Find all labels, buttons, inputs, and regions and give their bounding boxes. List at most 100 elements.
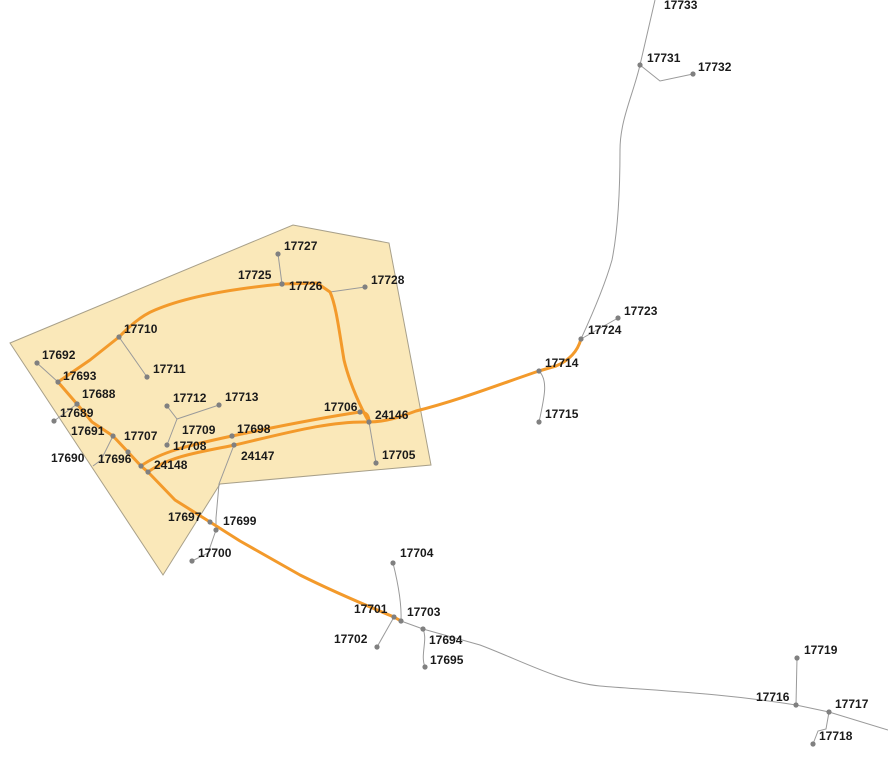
node-17711[interactable]: 17711 [144, 362, 186, 380]
node-dot[interactable] [690, 71, 696, 77]
node-dot[interactable] [216, 402, 222, 408]
node-label: 17694 [429, 633, 463, 647]
node-dot[interactable] [536, 368, 542, 374]
node-dot[interactable] [362, 284, 368, 290]
node-17714[interactable]: 17714 [536, 356, 579, 374]
node-label: 17733 [664, 0, 698, 12]
highlighted-path-segment[interactable] [139, 410, 371, 468]
node-dot[interactable] [213, 527, 219, 533]
node-17694[interactable]: 17694 [420, 626, 463, 647]
node-dot[interactable] [637, 62, 643, 68]
node-dot[interactable] [794, 655, 800, 661]
node-17691[interactable]: 17691 [71, 424, 116, 439]
node-17710[interactable]: 17710 [116, 322, 158, 340]
node-dot[interactable] [422, 664, 428, 670]
node-dot[interactable] [125, 449, 131, 455]
node-dot[interactable] [536, 419, 542, 425]
network-line [580, 0, 656, 340]
node-dot[interactable] [164, 442, 170, 448]
node-17704[interactable]: 17704 [390, 546, 434, 566]
node-17713[interactable]: 17713 [216, 390, 259, 408]
node-17703[interactable]: 17703 [398, 605, 441, 624]
node-dot[interactable] [373, 460, 379, 466]
node-17697[interactable]: 17697 [168, 510, 213, 525]
node-17708[interactable]: 17708 [164, 439, 207, 453]
node-17695[interactable]: 17695 [422, 653, 464, 670]
node-dot[interactable] [207, 519, 213, 525]
node-17701[interactable]: 17701 [354, 602, 397, 620]
node-label: 17724 [588, 323, 622, 337]
node-24146[interactable]: 24146 [366, 408, 409, 425]
node-dot[interactable] [275, 251, 281, 257]
node-dot[interactable] [116, 334, 122, 340]
node-label: 17732 [698, 60, 732, 74]
node-17706[interactable]: 17706 [324, 400, 363, 415]
node-dot[interactable] [810, 741, 816, 747]
node-17724[interactable]: 17724 [578, 323, 622, 342]
network-line [400, 620, 888, 731]
node-label: 17717 [835, 697, 869, 711]
node-dot[interactable] [164, 403, 170, 409]
node-17712[interactable]: 17712 [164, 391, 207, 409]
node-24147[interactable]: 24147 [231, 442, 275, 463]
network-lines [36, 0, 888, 745]
node-dot[interactable] [189, 558, 195, 564]
node-dot[interactable] [138, 463, 144, 469]
node-17700[interactable]: 17700 [189, 546, 232, 564]
node-dot[interactable] [420, 626, 426, 632]
node-dot[interactable] [615, 315, 621, 321]
node-dot[interactable] [793, 702, 799, 708]
node-17731[interactable]: 17731 [637, 51, 681, 68]
node-label: 17731 [647, 51, 681, 65]
node-label: 17718 [819, 729, 853, 743]
node-17707[interactable]: 17707 [124, 429, 158, 455]
node-17696[interactable]: 17696 [98, 452, 144, 469]
node-dot[interactable] [110, 433, 116, 439]
node-17699[interactable]: 17699 [213, 514, 257, 533]
node-dot[interactable] [51, 418, 57, 424]
node-17692[interactable]: 17692 [34, 348, 76, 366]
node-dot[interactable] [578, 336, 584, 342]
highlighted-path-segment[interactable] [146, 337, 583, 474]
node-17698[interactable]: 17698 [229, 422, 271, 439]
node-dot[interactable] [826, 709, 832, 715]
node-17727[interactable]: 17727 [275, 239, 318, 257]
highlighted-path-segment[interactable] [56, 281, 403, 623]
node-dot[interactable] [374, 644, 380, 650]
node-label: 17697 [168, 510, 202, 524]
node-17726[interactable]: 17726 [279, 279, 323, 293]
node-dot[interactable] [279, 281, 285, 287]
node-17728[interactable]: 17728 [362, 273, 405, 290]
node-17689[interactable]: 17689 [60, 401, 94, 420]
node-dot[interactable] [34, 360, 40, 366]
node-17733[interactable]: 17733 [664, 0, 698, 12]
node-dot[interactable] [357, 409, 363, 415]
node-17690[interactable]: 17690 [51, 418, 85, 465]
node-17715[interactable]: 17715 [536, 407, 579, 425]
node-24148[interactable]: 24148 [145, 458, 188, 475]
node-label: 17723 [624, 304, 658, 318]
node-17716[interactable]: 17716 [756, 690, 799, 708]
node-dot[interactable] [391, 614, 397, 620]
node-dot[interactable] [390, 560, 396, 566]
highlighted-path[interactable] [56, 281, 583, 623]
node-17732[interactable]: 17732 [690, 60, 732, 77]
network-line [118, 336, 148, 378]
node-dot[interactable] [229, 433, 235, 439]
selection-polygon[interactable] [9, 224, 432, 576]
node-dot[interactable] [144, 374, 150, 380]
node-dot[interactable] [74, 401, 80, 407]
node-dot[interactable] [366, 419, 372, 425]
node-dot[interactable] [231, 442, 237, 448]
node-17702[interactable]: 17702 [334, 632, 380, 650]
node-17723[interactable]: 17723 [615, 304, 658, 321]
node-17719[interactable]: 17719 [794, 643, 838, 661]
node-17717[interactable]: 17717 [826, 697, 869, 715]
node-17718[interactable]: 17718 [810, 729, 853, 747]
node-dot[interactable] [398, 618, 404, 624]
node-17705[interactable]: 17705 [373, 448, 416, 466]
node-dot[interactable] [55, 379, 61, 385]
node-dot[interactable] [145, 469, 151, 475]
node-17693[interactable]: 17693 [55, 369, 97, 385]
